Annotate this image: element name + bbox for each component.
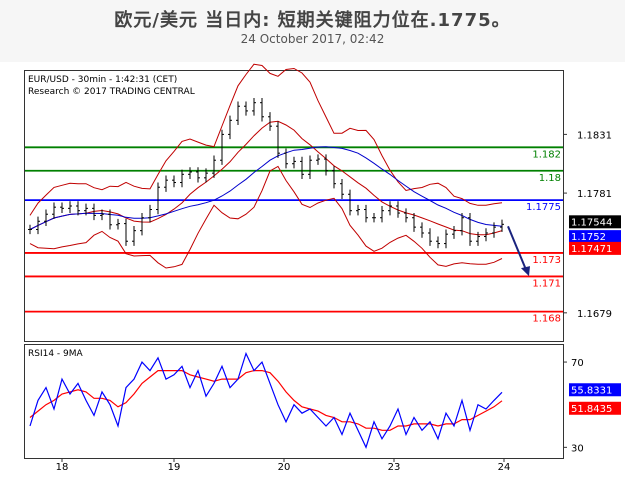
key-level-label: 1.182 bbox=[532, 149, 561, 160]
moving-average-red-line bbox=[29, 120, 503, 236]
header-bar: 欧元/美元 当日内: 短期关键阻力位在.1775。 24 October 201… bbox=[0, 0, 625, 62]
forecast-arrow-head bbox=[521, 266, 530, 277]
rsi-value-box bbox=[569, 401, 621, 415]
key-level-label: 1.173 bbox=[532, 255, 561, 266]
chart-info-line2: Research © 2017 TRADING CENTRAL bbox=[28, 87, 195, 97]
page-title: 欧元/美元 当日内: 短期关键阻力位在.1775。 bbox=[114, 10, 511, 31]
rsi-panel-title: RSI14 - 9MA bbox=[28, 349, 84, 359]
price-panel-frame bbox=[24, 70, 564, 342]
x-axis-label: 18 bbox=[56, 462, 69, 473]
x-axis-label: 19 bbox=[168, 462, 181, 473]
price-axis-label: 1.1831 bbox=[577, 130, 612, 141]
price-value-box bbox=[569, 241, 621, 255]
key-level-label: 1.18 bbox=[539, 173, 561, 184]
rsi-axis-label: 30 bbox=[571, 443, 584, 454]
price-layer bbox=[28, 63, 530, 277]
price-value-label: 1.17544 bbox=[571, 217, 612, 228]
key-level-label: 1.171 bbox=[532, 278, 561, 289]
rsi-value-box bbox=[569, 383, 621, 397]
x-axis-label: 23 bbox=[388, 462, 401, 473]
levels-layer: 1.182 1.18 1.1775 1.173 1.171 1.168 bbox=[25, 146, 563, 325]
bollinger-upper-line bbox=[29, 63, 503, 216]
rsi-axis-label: 70 bbox=[571, 358, 584, 369]
rsi-panel-frame bbox=[24, 344, 564, 459]
price-value-box bbox=[569, 215, 621, 229]
price-value-label: 1.17471 bbox=[571, 244, 612, 255]
rsi-value-label: 51.8435 bbox=[571, 404, 612, 415]
chart-info-line1: EUR/USD - 30min - 1:42:31 (CET) bbox=[28, 75, 177, 85]
page-timestamp: 24 October 2017, 02:42 bbox=[240, 32, 385, 46]
rsi-line bbox=[29, 351, 503, 449]
rsi-value-label: 55.8331 bbox=[571, 385, 612, 396]
x-axis-label: 24 bbox=[498, 462, 511, 473]
price-axis-label: 1.1781 bbox=[577, 189, 612, 200]
x-axis-label: 20 bbox=[278, 462, 291, 473]
key-level-label: 1.168 bbox=[532, 314, 561, 325]
forecast-arrow-line bbox=[507, 225, 528, 273]
price-axis-label: 1.1679 bbox=[577, 309, 612, 320]
bollinger-lower-line bbox=[29, 165, 503, 269]
rsi-layer bbox=[29, 351, 503, 449]
price-value-box bbox=[569, 230, 621, 244]
price-value-label: 1.1752 bbox=[571, 232, 606, 243]
key-level-label: 1.1775 bbox=[526, 202, 561, 213]
